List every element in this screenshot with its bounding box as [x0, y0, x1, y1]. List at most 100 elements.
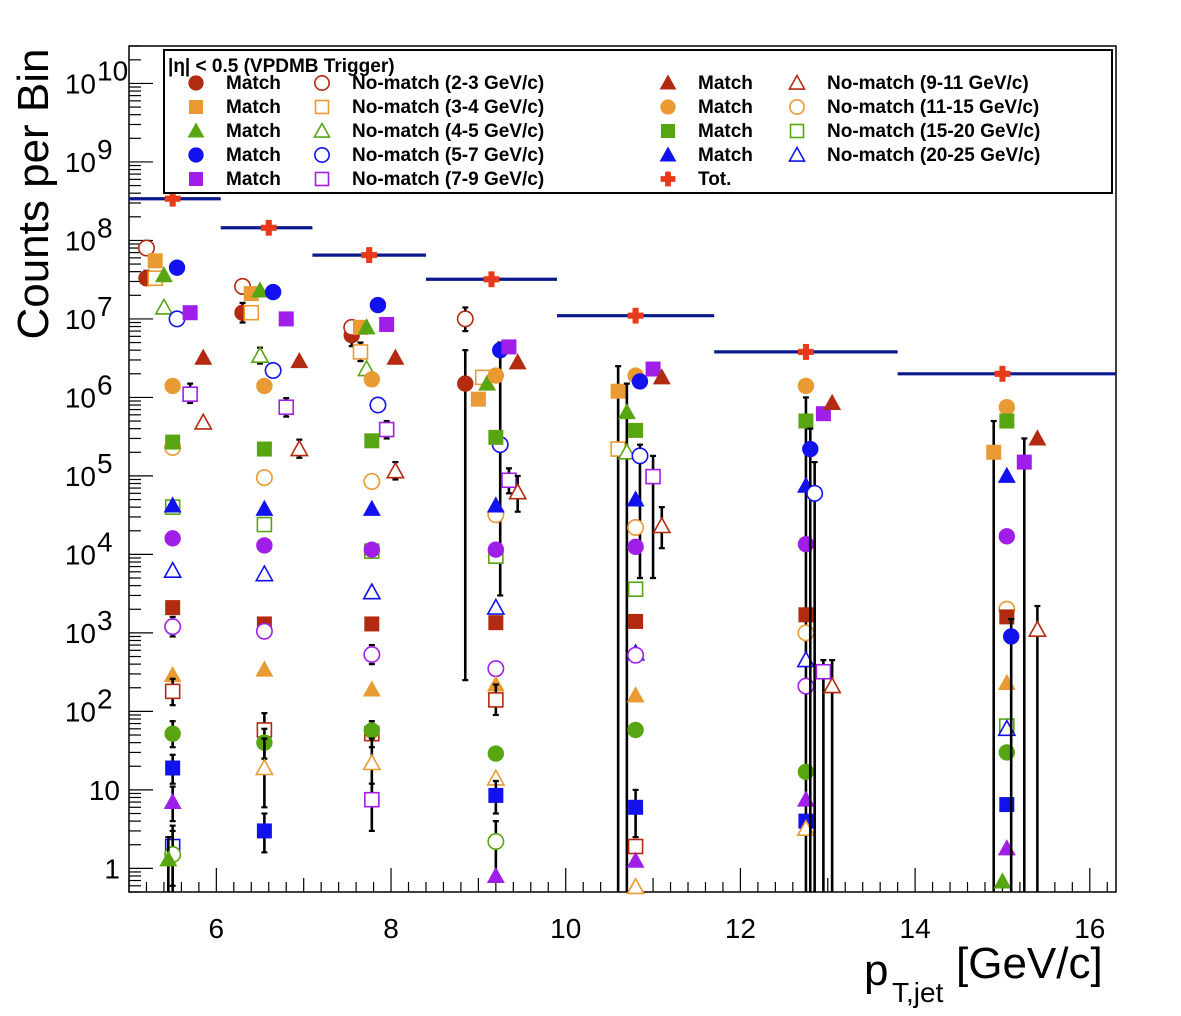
- data-marker: [998, 528, 1016, 545]
- data-marker: [508, 482, 528, 500]
- data-marker: [251, 281, 269, 298]
- y-tick-label-exponent: 5: [97, 448, 113, 479]
- legend-marker: [659, 74, 677, 90]
- data-point: [364, 433, 380, 449]
- data-point: [617, 442, 637, 460]
- legend-marker: [661, 124, 675, 138]
- data-point: [250, 345, 270, 365]
- legend-marker: [189, 172, 203, 186]
- total-marker: [627, 307, 644, 324]
- data-marker: [193, 412, 213, 430]
- legend-marker: [789, 123, 805, 139]
- data-point: [256, 441, 272, 457]
- data-marker: [357, 318, 376, 335]
- data-marker: [264, 362, 282, 380]
- legend-entry: No-match (2-3 GeV/c): [314, 73, 544, 94]
- y-tick-label: 10 7: [65, 291, 113, 335]
- data-marker: [487, 832, 505, 850]
- data-marker: [627, 538, 644, 555]
- data-marker: [617, 402, 636, 420]
- data-marker: [379, 316, 395, 332]
- legend-box: [163, 49, 1113, 194]
- data-marker: [486, 866, 505, 883]
- data-point: [182, 305, 198, 321]
- data-point: [168, 259, 186, 276]
- data-marker: [369, 296, 387, 314]
- data-point: [815, 406, 831, 422]
- data-marker: [147, 253, 163, 269]
- data-marker: [631, 447, 649, 465]
- data-point: [243, 304, 260, 321]
- data-marker: [363, 371, 381, 388]
- data-marker: [626, 686, 645, 703]
- legend-entry: Match: [188, 73, 281, 94]
- data-marker: [243, 304, 260, 321]
- total-marker: [260, 219, 277, 236]
- y-tick-label-base: 10: [89, 775, 120, 806]
- data-marker: [457, 375, 474, 392]
- data-point: [165, 753, 181, 785]
- data-marker: [256, 377, 273, 395]
- data-point: [997, 466, 1016, 483]
- data-marker: [352, 344, 369, 360]
- data-point: [488, 683, 504, 717]
- data-point: [278, 397, 295, 418]
- data-marker: [617, 442, 637, 460]
- y-tick-label: 10 8: [65, 212, 113, 256]
- data-point: [501, 339, 517, 355]
- data-point: [802, 427, 819, 892]
- x-tick-label: 12: [725, 913, 756, 944]
- data-point: [385, 460, 405, 481]
- legend-entry: No-match (4-5 GeV/c): [313, 121, 544, 142]
- data-marker: [797, 377, 815, 395]
- legend-entry: No-match (15-20 GeV/c): [789, 121, 1040, 142]
- y-tick-label-base: 10: [65, 618, 96, 649]
- data-point: [254, 564, 274, 582]
- legend-label: Match: [226, 97, 281, 118]
- y-tick-label: 10 6: [65, 369, 113, 413]
- data-point: [627, 646, 645, 664]
- legend-marker: [189, 100, 203, 114]
- y-tick-label-base: 1: [104, 853, 120, 884]
- data-point: [488, 779, 504, 815]
- data-point: [363, 371, 381, 388]
- data-point: [628, 613, 644, 629]
- data-marker: [501, 339, 517, 355]
- data-point: [182, 382, 198, 405]
- y-tick-label-exponent: 10: [97, 55, 128, 86]
- y-tick-label-base: 10: [65, 147, 96, 178]
- legend-marker: [788, 73, 806, 90]
- legend-header: |η| < 0.5 (VPDMB Trigger): [168, 56, 395, 77]
- data-marker: [362, 499, 381, 516]
- y-tick-label-exponent: 2: [97, 683, 113, 714]
- data-marker: [364, 433, 380, 449]
- legend-label: No-match (11-15 GeV/c): [827, 97, 1039, 118]
- data-point: [256, 537, 273, 554]
- y-tick-label-base: 10: [65, 225, 96, 256]
- data-point: [456, 306, 474, 333]
- data-marker: [823, 393, 842, 410]
- legend-label: Match: [226, 169, 281, 190]
- legend-label: Tot.: [698, 169, 731, 190]
- data-point: [278, 311, 294, 327]
- data-marker: [986, 444, 1002, 460]
- data-point: [627, 721, 644, 739]
- data-point: [363, 722, 381, 739]
- legend: |η| < 0.5 (VPDMB Trigger) Match No-match …: [163, 49, 1113, 194]
- data-marker: [362, 753, 382, 771]
- data-point: [363, 472, 381, 490]
- data-marker: [165, 600, 181, 616]
- data-marker: [194, 348, 213, 365]
- data-marker: [385, 461, 405, 479]
- legend-label: Match: [226, 73, 281, 94]
- legend-entry: Tot.: [660, 169, 731, 190]
- data-marker: [488, 692, 504, 708]
- data-marker: [627, 646, 645, 664]
- data-point: [488, 429, 504, 445]
- data-point: [163, 785, 182, 823]
- data-marker: [164, 377, 181, 395]
- data-marker: [256, 537, 273, 554]
- data-point: [164, 530, 181, 547]
- legend-marker: [314, 171, 330, 187]
- legend-marker: [314, 75, 330, 91]
